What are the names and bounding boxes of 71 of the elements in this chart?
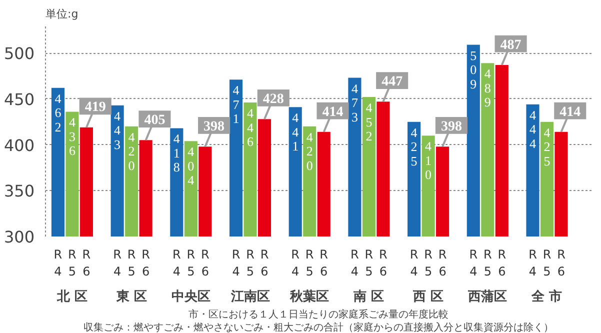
y-tick-label: 300 <box>4 228 35 246</box>
text: 収集ごみ：燃やすごみ・燃やさないごみ・粗大ごみの合計（家庭からの直接搬入分と収集資源分は除く） <box>84 322 554 333</box>
text: R4 <box>291 248 300 278</box>
text: R5 <box>186 248 196 278</box>
text: R5 <box>364 248 374 278</box>
text: R4 <box>172 248 181 278</box>
data-label: 4 2 5 <box>544 124 551 168</box>
series-label: R4 <box>54 248 62 278</box>
text: R6 <box>557 248 566 278</box>
data-label: 4 2 5 <box>410 124 418 168</box>
text: R5 <box>542 248 552 278</box>
data-label: 4 6 2 <box>54 90 62 134</box>
text: R4 <box>528 248 537 278</box>
text: R4 <box>232 248 240 278</box>
series-label: R5 <box>68 248 76 278</box>
text: R6 <box>320 248 328 278</box>
data-label: 4 1 8 <box>173 131 180 175</box>
data-label: 4 5 2 <box>366 100 373 144</box>
data-label: 487 <box>500 38 522 53</box>
text: R6 <box>142 248 150 278</box>
y-tick-label: 500 <box>4 44 35 64</box>
text: R6 <box>498 248 506 278</box>
x-tick-label: 北 区 <box>56 290 88 304</box>
data-label: 4 2 0 <box>128 129 136 173</box>
y-tick-label: 350 <box>4 182 35 201</box>
text: R6 <box>438 248 447 278</box>
data-label: 414 <box>560 104 581 120</box>
data-label: 419 <box>84 100 106 116</box>
y-tick-label: 450 <box>4 90 35 109</box>
text: R6 <box>379 248 388 278</box>
data-label: 447 <box>382 74 403 90</box>
data-label: 4 2 0 <box>306 129 314 173</box>
y-tick-label: 400 <box>4 136 35 155</box>
data-label: 4 8 9 <box>484 66 492 110</box>
data-label: 4 4 4 <box>529 107 536 151</box>
text: R5 <box>127 248 136 278</box>
x-tick-label: 南 区 <box>352 290 384 304</box>
x-tick-label: 西 区 <box>412 290 444 304</box>
text: R5 <box>305 248 314 278</box>
text: R4 <box>410 248 418 278</box>
data-label: 4 7 1 <box>232 82 240 126</box>
data-label: 4 4 6 <box>247 106 254 150</box>
series-label: R6 <box>82 248 91 278</box>
text: R4 <box>350 248 359 278</box>
data-label: 4 3 6 <box>68 114 76 158</box>
data-label: 5 0 9 <box>470 48 477 92</box>
data-label: 398 <box>204 119 225 134</box>
x-tick-label: 中央区 <box>171 290 210 304</box>
text: R5 <box>483 248 492 278</box>
data-label: 4 1 0 <box>425 138 432 182</box>
data-label: 4 4 3 <box>114 108 122 152</box>
x-tick-label: 西蒲区 <box>467 288 508 304</box>
x-tick-label: 全 市 <box>530 288 562 304</box>
x-tick-label: 東 区 <box>115 290 147 304</box>
text: R5 <box>246 248 254 278</box>
text: R5 <box>424 248 432 278</box>
x-tick-label: 江南区 <box>230 290 270 304</box>
data-label: 405 <box>144 113 166 128</box>
data-label: 414 <box>322 104 344 120</box>
data-label: 398 <box>440 119 462 134</box>
data-label: 4 7 3 <box>351 80 358 124</box>
y-axis-title: 単位:g <box>46 8 78 20</box>
text: R4 <box>113 248 122 278</box>
data-label: 4 4 1 <box>292 110 300 154</box>
text: R6 <box>260 248 269 278</box>
x-tick-label: 秋葉区 <box>289 288 330 304</box>
text: R6 <box>200 248 210 278</box>
data-label: 428 <box>262 92 284 107</box>
text: 市・区における１人１日当たりの家庭系ごみ量の年度比較 <box>188 308 448 320</box>
data-label: 4 0 4 <box>188 144 195 188</box>
text: R4 <box>469 248 478 278</box>
